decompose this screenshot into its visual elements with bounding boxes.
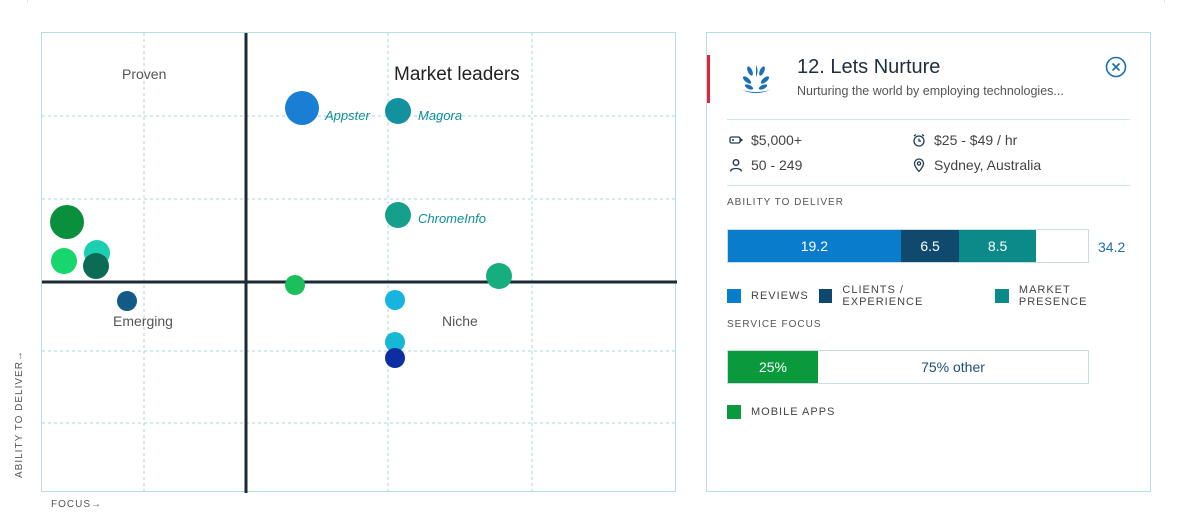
ability-total: 34.2 <box>1098 239 1126 255</box>
hourly-rate-value: $25 - $49 / hr <box>934 132 1018 148</box>
legend-label: MOBILE APPS <box>751 406 836 418</box>
quadrant-label-proven: Proven <box>122 66 167 82</box>
company-detail-card: 12. Lets Nurture Nurturing the world by … <box>706 32 1151 492</box>
legend-label: CLIENTS / EXPERIENCE <box>842 284 924 308</box>
person-icon <box>729 159 743 172</box>
matrix-canvas: Appster Magora ChromeInfo <box>42 33 677 493</box>
legend-swatch <box>995 289 1009 303</box>
company-bubble[interactable] <box>117 291 137 311</box>
ability-section-title: ABILITY TO DELIVER <box>727 197 844 208</box>
ability-legend: REVIEWS CLIENTS / EXPERIENCE MARKET PRESEN… <box>727 284 1150 308</box>
company-bubble[interactable] <box>385 202 411 228</box>
quadrant-label-emerging: Emerging <box>113 313 173 329</box>
company-bubble[interactable] <box>285 91 319 125</box>
min-project-size: $5,000+ <box>729 132 802 148</box>
location: Sydney, Australia <box>912 157 1041 173</box>
focus-section-title: SERVICE FOCUS <box>727 319 822 330</box>
close-icon[interactable] <box>1105 56 1127 78</box>
focus-legend-item: MOBILE APPS <box>727 405 835 419</box>
focus-segment-primary: 25% <box>728 351 818 383</box>
quadrant-label-leaders: Market leaders <box>394 64 520 85</box>
company-tagline: Nurturing the world by employing technol… <box>797 84 1064 98</box>
company-bubble[interactable] <box>285 275 305 295</box>
ability-legend-item: CLIENTS / EXPERIENCE <box>818 284 986 308</box>
card-accent-bar <box>707 55 710 103</box>
employees: 50 - 249 <box>729 157 802 173</box>
quadrant-label-niche: Niche <box>442 313 478 329</box>
company-bubble-label[interactable]: Appster <box>324 108 370 123</box>
company-bubble[interactable] <box>385 348 405 368</box>
focus-segment-other: 75% other <box>818 351 1088 383</box>
axis-label-focus: FOCUS→ <box>51 499 102 510</box>
company-bubble-label[interactable]: ChromeInfo <box>418 211 486 226</box>
min-project-value: $5,000+ <box>751 132 802 148</box>
hourly-rate: $25 - $49 / hr <box>912 132 1017 148</box>
ability-segment: 8.5 <box>959 230 1036 262</box>
service-focus-bar: 25% 75% other <box>727 350 1089 384</box>
legend-swatch <box>727 289 741 303</box>
ability-legend-item: REVIEWS <box>727 289 809 303</box>
company-bubble[interactable] <box>385 332 405 352</box>
company-bubble[interactable] <box>83 253 109 279</box>
employees-value: 50 - 249 <box>751 157 803 173</box>
location-value: Sydney, Australia <box>934 157 1042 173</box>
ability-legend-item: MARKET PRESENCE <box>995 284 1140 308</box>
company-bubble[interactable] <box>385 98 411 124</box>
company-title: 12. Lets Nurture <box>797 56 941 78</box>
card-divider <box>727 185 1130 186</box>
location-pin-icon <box>913 158 925 172</box>
clock-icon <box>913 133 925 147</box>
card-divider <box>727 119 1130 120</box>
ability-segment: 19.2 <box>728 230 901 262</box>
leaders-matrix: Appster Magora ChromeInfo Proven Market le… <box>41 32 677 493</box>
company-bubble[interactable] <box>51 248 77 274</box>
legend-swatch <box>818 289 833 303</box>
ability-bar: 19.2 6.5 8.5 <box>727 229 1089 263</box>
legend-label: REVIEWS <box>751 290 809 302</box>
company-bubble[interactable] <box>385 290 405 310</box>
top-frame-line <box>27 0 1165 3</box>
axis-label-ability: ABILITY TO DELIVER→ <box>14 350 25 478</box>
legend-label: MARKET PRESENCE <box>1018 284 1088 308</box>
company-bubble-label[interactable]: Magora <box>418 108 462 123</box>
price-tag-icon <box>729 136 743 144</box>
ability-segment: 6.5 <box>900 230 960 262</box>
company-bubble[interactable] <box>50 205 84 239</box>
company-bubble[interactable] <box>486 263 512 289</box>
company-logo-icon <box>742 65 770 93</box>
legend-swatch <box>727 405 741 419</box>
focus-legend: MOBILE APPS <box>727 405 845 419</box>
